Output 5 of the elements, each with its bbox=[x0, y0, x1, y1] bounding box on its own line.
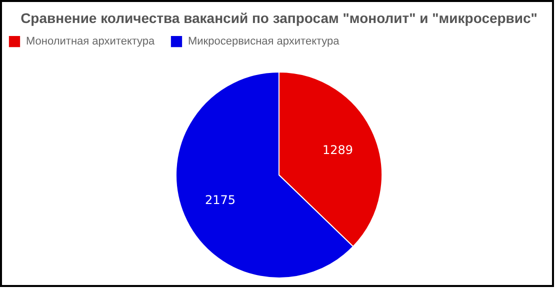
data-label: 2175 bbox=[204, 192, 236, 207]
legend-label: Монолитная архитектура bbox=[26, 36, 156, 48]
chart-title: Сравнение количества вакансий по запросам "монолит" и "микросервис" bbox=[20, 10, 538, 26]
data-label: 1289 bbox=[322, 143, 354, 158]
legend-label: Микросервисная архитектура bbox=[188, 36, 340, 48]
